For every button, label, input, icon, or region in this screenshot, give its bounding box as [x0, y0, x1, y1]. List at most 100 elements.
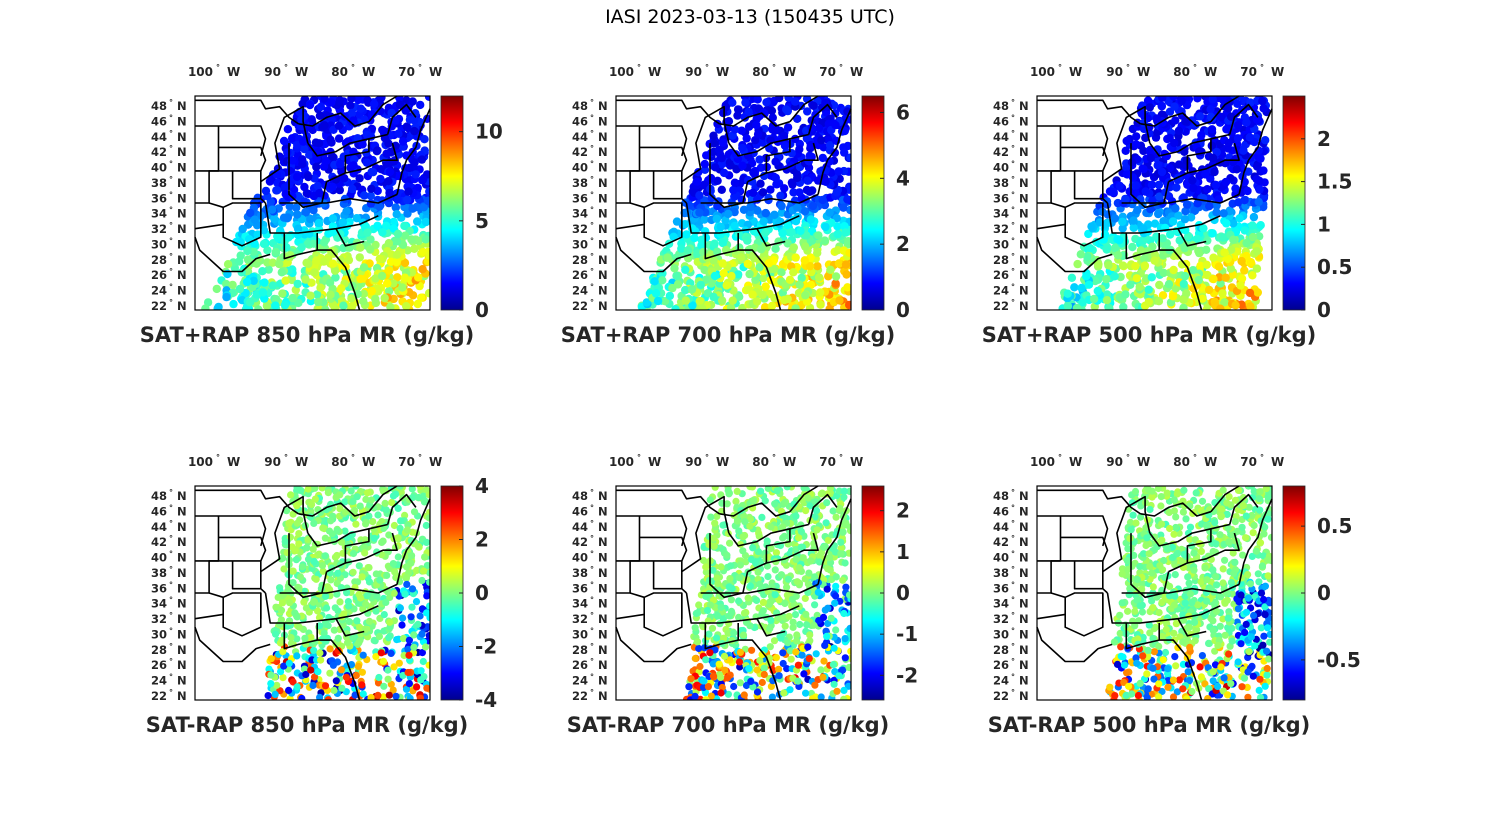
- obs-point: [384, 666, 392, 674]
- obs-point: [817, 136, 826, 145]
- obs-point: [789, 623, 797, 632]
- obs-point: [413, 566, 421, 575]
- obs-point: [376, 174, 385, 184]
- obs-point: [407, 613, 415, 621]
- obs-point: [327, 138, 336, 147]
- obs-point: [358, 573, 366, 581]
- lat-tick-degree: °: [590, 236, 594, 245]
- obs-point: [245, 298, 255, 307]
- obs-point: [298, 563, 306, 571]
- obs-point: [276, 620, 284, 628]
- obs-point: [366, 191, 375, 201]
- obs-point: [1115, 236, 1124, 245]
- obs-point: [733, 111, 742, 120]
- lon-tick-label: 100: [609, 65, 634, 79]
- obs-point: [337, 284, 346, 293]
- obs-point: [328, 152, 337, 161]
- obs-point: [392, 237, 402, 246]
- obs-point: [784, 96, 793, 102]
- obs-point: [375, 673, 383, 682]
- obs-point: [293, 613, 301, 621]
- obs-point: [354, 599, 363, 607]
- obs-point: [822, 519, 830, 527]
- obs-point: [1224, 104, 1233, 113]
- obs-point: [833, 246, 842, 255]
- lat-tick-hemisphere: N: [598, 284, 608, 298]
- obs-point: [1180, 215, 1190, 224]
- obs-point: [328, 182, 337, 192]
- colorbar-tick-label: 4: [475, 474, 489, 498]
- border-line: [396, 108, 431, 195]
- lat-tick-hemisphere: N: [177, 161, 187, 175]
- obs-point: [320, 629, 328, 637]
- border-line: [685, 202, 800, 234]
- obs-point: [1110, 272, 1119, 281]
- obs-point: [414, 620, 422, 629]
- lat-tick-hemisphere: N: [598, 114, 608, 128]
- obs-point: [692, 177, 702, 186]
- lat-tick-label: 24: [151, 674, 167, 688]
- obs-point: [1131, 140, 1141, 149]
- obs-point: [400, 258, 410, 268]
- border-line: [1037, 125, 1109, 157]
- lat-tick-label: 22: [572, 689, 588, 703]
- obs-point: [308, 500, 316, 509]
- colorbar: [861, 95, 885, 311]
- map-frame: [1036, 95, 1273, 311]
- obs-point: [300, 665, 309, 673]
- lat-tick-hemisphere: N: [1019, 268, 1029, 282]
- obs-point: [796, 226, 805, 236]
- border-line: [1177, 228, 1207, 247]
- obs-point: [695, 296, 704, 306]
- lat-tick-label: 42: [572, 145, 588, 159]
- obs-point: [779, 131, 789, 141]
- colorbar-tick-label: 4: [896, 166, 910, 190]
- obs-point: [1181, 117, 1190, 126]
- obs-point: [326, 290, 335, 299]
- obs-point: [1087, 222, 1096, 231]
- lon-tick-hemisphere: W: [295, 65, 308, 79]
- obs-point: [1179, 279, 1189, 288]
- obs-point: [382, 506, 390, 514]
- lon-tick-label: 70: [398, 455, 415, 469]
- lat-tick-hemisphere: N: [177, 284, 187, 298]
- lat-tick-hemisphere: N: [177, 504, 187, 518]
- obs-point: [1146, 153, 1156, 163]
- obs-point: [1252, 175, 1261, 184]
- obs-point: [307, 666, 315, 674]
- obs-point: [709, 131, 718, 140]
- obs-point: [410, 508, 419, 516]
- lon-tick-label: 80: [331, 65, 348, 79]
- obs-point: [1153, 160, 1163, 170]
- lat-tick-hemisphere: N: [598, 643, 608, 657]
- obs-point: [334, 134, 344, 143]
- obs-point: [304, 555, 313, 563]
- obs-point: [373, 186, 382, 196]
- lon-tick-degree: °: [1193, 63, 1197, 72]
- obs-point: [716, 222, 725, 232]
- obs-point: [804, 157, 813, 166]
- lat-tick-degree: °: [1011, 298, 1015, 307]
- state-borders: [194, 485, 431, 701]
- obs-point: [354, 96, 363, 105]
- obs-point: [700, 180, 709, 189]
- obs-point: [839, 203, 848, 212]
- map-panel-850-sum: 100 ° W 90 ° W 80 ° W 70 ° W48 ° N46 ° N44 ° N42 ° N40 ° N38 °…: [140, 63, 503, 347]
- obs-point: [730, 178, 740, 187]
- obs-point: [768, 113, 777, 122]
- border-line: [386, 493, 417, 525]
- lat-tick-hemisphere: N: [177, 176, 187, 190]
- obs-point: [419, 657, 427, 666]
- obs-point: [228, 280, 237, 290]
- obs-point: [330, 626, 338, 634]
- obs-point: [402, 685, 411, 693]
- obs-point: [711, 163, 720, 172]
- obs-point: [1182, 289, 1191, 298]
- lat-tick-label: 26: [572, 658, 588, 672]
- lat-tick-hemisphere: N: [598, 489, 608, 503]
- border-line: [195, 99, 299, 125]
- obs-point: [814, 124, 824, 133]
- obs-point: [365, 564, 373, 572]
- lat-tick-degree: °: [590, 673, 594, 682]
- obs-point: [279, 648, 287, 656]
